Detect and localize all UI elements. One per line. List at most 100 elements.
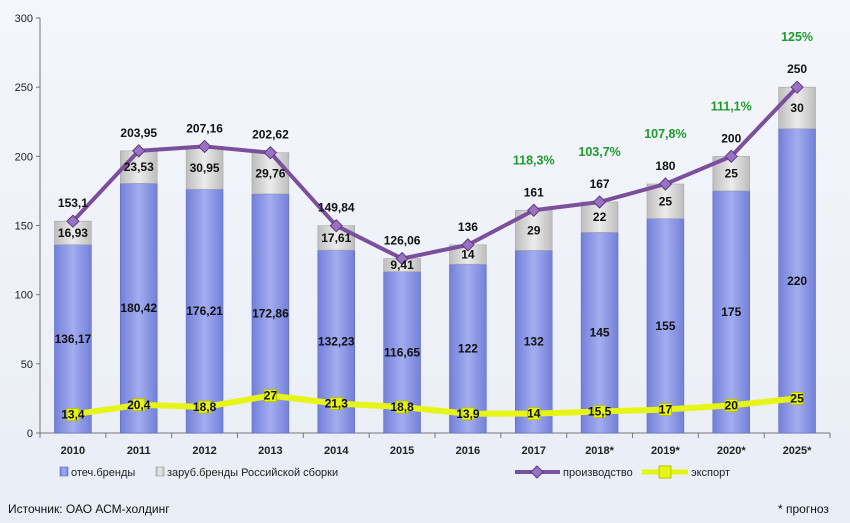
label-production: 200 bbox=[721, 131, 741, 145]
legend-label-foreign: заруб.бренды Российской сборки bbox=[167, 467, 338, 479]
bar-domestic bbox=[449, 263, 487, 434]
label-domestic: 176,21 bbox=[186, 304, 223, 318]
source-text: Источник: ОАО АСМ-холдинг bbox=[8, 502, 170, 516]
label-domestic: 145 bbox=[590, 326, 610, 340]
legend-swatch-domestic bbox=[59, 466, 69, 477]
bar-foreign bbox=[251, 152, 290, 195]
bar-domestic bbox=[120, 183, 158, 434]
production-marker bbox=[724, 149, 738, 164]
label-domestic: 180,42 bbox=[120, 301, 157, 315]
export-marker bbox=[658, 402, 672, 416]
production-marker bbox=[197, 139, 212, 154]
label-production: 126,06 bbox=[384, 234, 421, 248]
growth-annotation: 107,8% bbox=[644, 127, 686, 141]
y-tick-label: 100 bbox=[15, 290, 33, 302]
legend-label-export: экспорт bbox=[691, 467, 730, 479]
label-production: 202,62 bbox=[252, 128, 289, 142]
legend: отеч.бренды заруб.бренды Российской сборк… bbox=[59, 465, 730, 479]
label-export: 14 bbox=[527, 407, 541, 421]
bars bbox=[54, 86, 816, 434]
label-foreign: 25 bbox=[725, 167, 739, 181]
label-export: 17 bbox=[659, 402, 673, 416]
label-domestic: 122 bbox=[458, 342, 478, 356]
label-export: 18,8 bbox=[390, 400, 414, 414]
production-marker bbox=[263, 146, 278, 160]
y-tick-label: 0 bbox=[27, 428, 33, 440]
production-marker bbox=[329, 219, 343, 233]
bar-domestic bbox=[580, 232, 619, 434]
export-marker bbox=[66, 407, 80, 421]
label-domestic: 155 bbox=[655, 319, 675, 333]
production-marker bbox=[461, 238, 475, 252]
label-domestic: 136,17 bbox=[55, 332, 92, 346]
production-marker bbox=[592, 195, 607, 209]
label-foreign: 16,93 bbox=[58, 226, 88, 240]
legend-label-domestic: отеч.бренды bbox=[71, 467, 135, 479]
label-production: 136 bbox=[458, 220, 478, 234]
bar-foreign bbox=[778, 86, 816, 129]
label-foreign: 25 bbox=[659, 194, 673, 208]
y-tick-label: 300 bbox=[15, 13, 33, 25]
legend-marker-export bbox=[658, 465, 672, 479]
label-domestic: 220 bbox=[787, 274, 807, 288]
bar-foreign bbox=[185, 146, 224, 190]
bar-domestic bbox=[778, 128, 816, 434]
growth-annotation: 111,1% bbox=[711, 99, 752, 113]
legend-swatch-foreign bbox=[155, 466, 165, 477]
y-tick-label: 150 bbox=[15, 221, 33, 233]
x-tick-label: 2010 bbox=[61, 445, 85, 457]
y-tick-label: 200 bbox=[15, 151, 33, 163]
label-production: 180 bbox=[655, 159, 675, 173]
export-marker bbox=[724, 398, 738, 412]
export-marker bbox=[790, 391, 804, 405]
label-export: 18,8 bbox=[193, 400, 217, 414]
production-marker bbox=[658, 177, 673, 191]
label-foreign: 30,95 bbox=[190, 161, 220, 175]
growth-annotation: 118,3% bbox=[513, 153, 555, 167]
legend-label-production: производство bbox=[563, 467, 633, 479]
bar-domestic bbox=[185, 188, 224, 434]
label-export: 21,3 bbox=[325, 397, 349, 411]
label-domestic: 175 bbox=[721, 305, 741, 319]
label-export: 13,4 bbox=[61, 407, 85, 421]
x-tick-label: 2019* bbox=[651, 445, 680, 457]
label-production: 207,16 bbox=[186, 121, 223, 135]
growth-annotation: 103,7% bbox=[578, 145, 620, 159]
bar-domestic bbox=[646, 218, 685, 434]
label-production: 203,95 bbox=[120, 126, 157, 140]
lines bbox=[66, 80, 804, 421]
production-marker bbox=[66, 214, 80, 228]
production-marker bbox=[132, 144, 146, 158]
bar-domestic bbox=[515, 250, 553, 434]
label-foreign: 14 bbox=[461, 248, 475, 262]
label-production: 250 bbox=[787, 62, 807, 76]
x-tick-label: 2012 bbox=[192, 445, 216, 457]
production-marker bbox=[527, 203, 541, 217]
forecast-note: * прогноз bbox=[778, 502, 829, 516]
legend-marker-production bbox=[530, 465, 544, 479]
export-marker bbox=[263, 389, 277, 403]
x-tick-label: 2015 bbox=[390, 445, 414, 457]
export-line bbox=[69, 392, 801, 418]
x-tick-label: 2020* bbox=[717, 445, 746, 457]
label-foreign: 9,41 bbox=[390, 258, 414, 272]
label-foreign: 22 bbox=[593, 210, 607, 224]
export-marker bbox=[198, 400, 212, 414]
label-domestic: 172,86 bbox=[252, 306, 289, 320]
production-marker bbox=[395, 251, 409, 266]
label-production: 153,1 bbox=[58, 196, 88, 210]
footer: Источник: ОАО АСМ-холдинг * прогноз bbox=[8, 502, 829, 516]
label-export: 20,4 bbox=[127, 398, 151, 412]
label-export: 15,5 bbox=[588, 405, 612, 419]
label-production: 161 bbox=[524, 185, 544, 199]
bar-domestic bbox=[712, 190, 750, 434]
label-export: 27 bbox=[264, 389, 278, 403]
data-labels: 136,17 16,93 180,42 23,53 176,21 30,95 172,86 2… bbox=[55, 30, 814, 421]
label-foreign: 17,61 bbox=[321, 231, 351, 245]
label-export: 13,9 bbox=[456, 407, 480, 421]
label-domestic: 132 bbox=[524, 335, 544, 349]
growth-annotation: 125% bbox=[781, 30, 813, 44]
x-tick-label: 2014 bbox=[324, 445, 349, 457]
